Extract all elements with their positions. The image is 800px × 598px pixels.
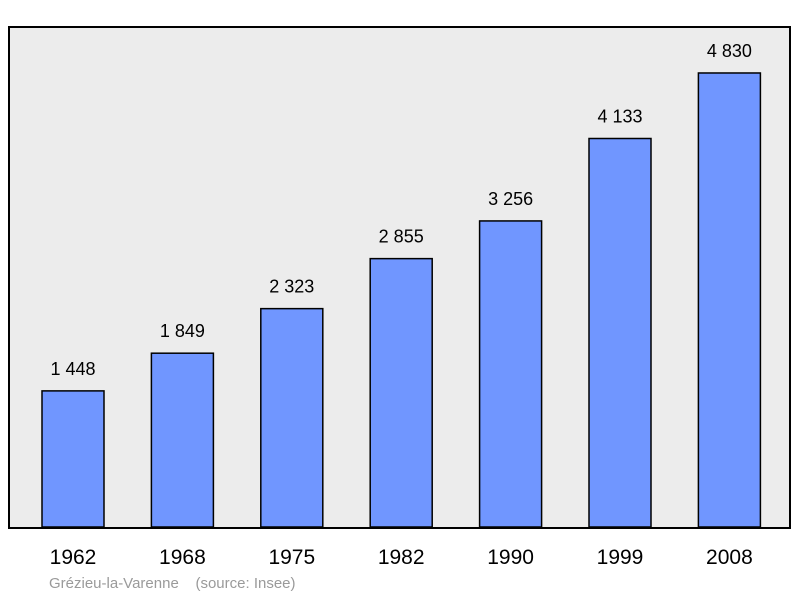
value-label-1968: 1 849	[160, 321, 205, 341]
category-label-2008: 2008	[706, 546, 753, 569]
bar-2008	[697, 72, 762, 528]
category-label-1975: 1975	[268, 546, 315, 569]
chart-caption: Grézieu-la-Varenne (source: Insee)	[49, 575, 296, 592]
category-label-1982: 1982	[378, 546, 425, 569]
bars-group	[41, 72, 762, 528]
category-label-1999: 1999	[597, 546, 644, 569]
value-label-1999: 4 133	[597, 106, 642, 126]
bar-1962	[41, 390, 105, 528]
value-label-2008: 4 830	[707, 41, 752, 61]
category-label-1968: 1968	[159, 546, 206, 569]
value-label-1990: 3 256	[488, 189, 533, 209]
value-label-1982: 2 855	[379, 227, 424, 247]
value-labels-group: 1 448 1 849 2 323 2 855 3 256 4 133 4 830	[50, 41, 751, 379]
caption-place: Grézieu-la-Varenne	[49, 575, 179, 592]
bar-1975	[260, 307, 324, 528]
bar-1999	[588, 137, 652, 528]
value-label-1975: 2 323	[269, 277, 314, 297]
bar-1990	[478, 220, 543, 528]
value-label-1962: 1 448	[50, 359, 95, 379]
caption-source: (source: Insee)	[195, 575, 296, 592]
category-label-1990: 1990	[487, 546, 534, 569]
bar-1968	[150, 352, 215, 528]
category-labels-group: 1962 1968 1975 1982 1990 1999 2008	[50, 546, 753, 569]
bar-1982	[369, 257, 433, 528]
category-label-1962: 1962	[50, 546, 97, 569]
